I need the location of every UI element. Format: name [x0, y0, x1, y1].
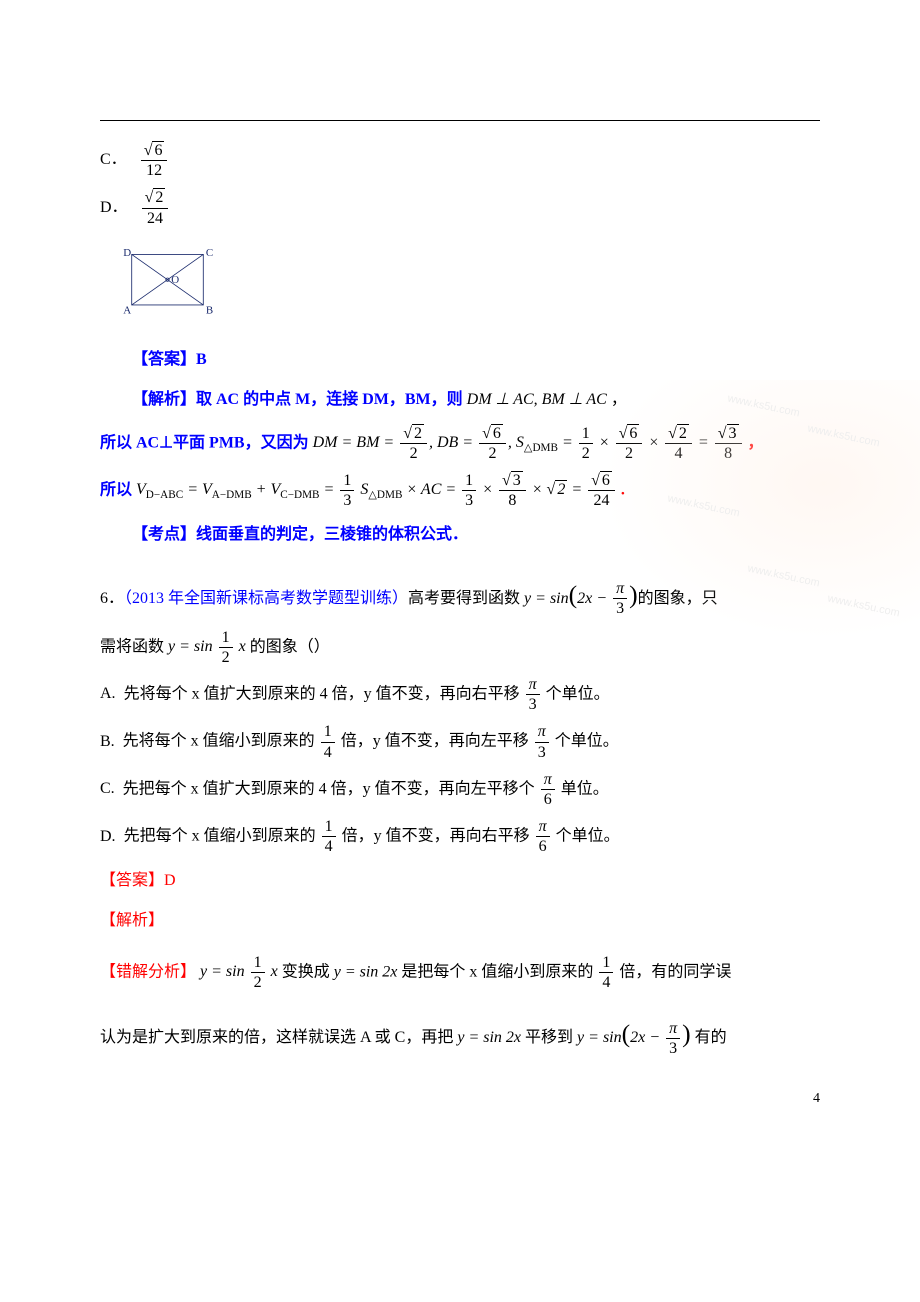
q6-source: （2013 年全国新课标高考数学题型训练）	[124, 590, 408, 607]
q6-analysis-label: 【解析】	[100, 905, 820, 937]
watermark: www.ks5u.com	[826, 593, 900, 620]
q6-err-line2: 认为是扩大到原来的倍，这样就误选 A 或 C，再把 y = sin 2x 平移到…	[100, 1008, 820, 1059]
svg-text:B: B	[206, 304, 213, 316]
q6-stem-line2: 需将函数 y = sin 12 x 的图象（）	[100, 628, 820, 667]
q5-kaodian: 【考点】线面垂直的判定，三棱锥的体积公式．	[100, 519, 820, 551]
q5-analysis-line1: 【解析】取 AC 的中点 M，连接 DM，BM，则 DM ⊥ AC, BM ⊥ …	[100, 384, 820, 416]
fraction: 2 24	[142, 188, 169, 227]
q5-analysis-line3: 所以 VD−ABC = VA−DMB + VC−DMB = 13 S△DMB ×…	[100, 471, 820, 510]
svg-text:A: A	[123, 304, 131, 316]
q6-option-d: D.先把每个 x 值缩小到原来的 14 倍，y 值不变，再向右平移 π6 个单位…	[100, 817, 820, 856]
square-diagram: D C A B O	[110, 246, 225, 326]
q6-stem-line1: 6．（2013 年全国新课标高考数学题型训练）高考要得到函数 y = sin(2…	[100, 569, 820, 620]
option-label: D．	[100, 199, 128, 216]
svg-text:D: D	[123, 247, 131, 259]
q6-answer: 【答案】D	[100, 865, 820, 897]
svg-text:C: C	[206, 247, 213, 259]
svg-text:O: O	[171, 274, 179, 286]
q5-analysis-line2: 所以 AC⊥平面 PMB，又因为 DM = BM = 22, DB = 62, …	[100, 424, 820, 463]
page-number: 4	[813, 1091, 820, 1107]
q6-option-a: A.先将每个 x 值扩大到原来的 4 倍，y 值不变，再向右平移 π3 个单位。	[100, 675, 820, 714]
q6-option-c: C.先把每个 x 值扩大到原来的 4 倍，y 值不变，再向左平移个 π6 单位。	[100, 770, 820, 809]
q6-number: 6．	[100, 590, 124, 607]
q6-err-line1: 【错解分析】 y = sin 12 x 变换成 y = sin 2x 是把每个 …	[100, 953, 820, 992]
q5-option-d: D． 2 24	[100, 188, 820, 227]
top-rule	[100, 120, 820, 121]
q5-option-c: C． 6 12	[100, 141, 820, 180]
q6-option-b: B.先将每个 x 值缩小到原来的 14 倍，y 值不变，再向左平移 π3 个单位…	[100, 722, 820, 761]
fraction: 6 12	[141, 141, 168, 180]
option-label: C．	[100, 151, 127, 168]
q5-answer: 【答案】B	[100, 344, 820, 376]
